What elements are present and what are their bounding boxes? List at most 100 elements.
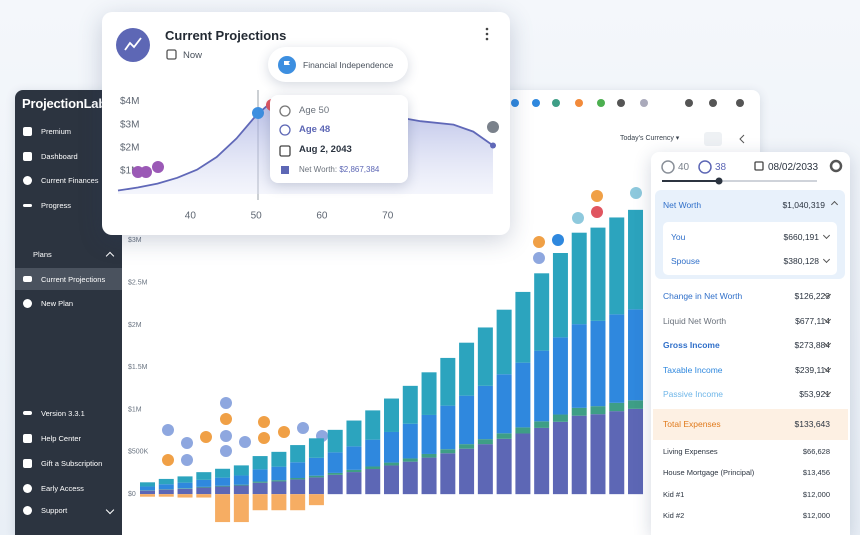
bar-segment <box>196 487 212 495</box>
bar-segment <box>271 481 287 495</box>
net-worth-sub-row: You $660,191 <box>671 230 819 244</box>
bar-segment <box>440 357 456 406</box>
bar-segment <box>571 232 587 325</box>
nav-item[interactable]: Support <box>15 499 122 521</box>
bar-segment <box>158 484 174 490</box>
nav-item[interactable]: Dashboard <box>15 145 122 167</box>
nav-item[interactable]: Current Projections <box>15 268 122 290</box>
label: Liquid Net Worth <box>663 315 727 326</box>
value: $53,921 <box>799 389 830 399</box>
value: $273,884 <box>794 340 830 350</box>
nav-item[interactable]: Version 3.3.1 <box>15 402 122 424</box>
bar-segment <box>290 462 306 478</box>
bar-segment <box>552 421 568 495</box>
nav-item[interactable]: Gift a Subscription <box>15 452 122 474</box>
x-tick-label: 40 <box>185 211 197 222</box>
bar-segment <box>421 453 437 458</box>
bar-segment <box>140 490 155 495</box>
expenses-section[interactable]: Total Expenses $133,643 <box>653 409 848 440</box>
nav-label: Plans <box>33 249 52 259</box>
y-tick-label: $3M <box>128 237 142 244</box>
bar-segment <box>233 485 249 495</box>
milestone-pill[interactable]: Financial Independence <box>268 47 408 82</box>
bar-segment <box>552 337 568 415</box>
bar-segment <box>384 431 400 463</box>
summary-row: Liquid Net Worth $677,114 <box>663 314 830 328</box>
nav-item[interactable]: Progress <box>15 194 122 216</box>
bar-segment <box>177 494 193 498</box>
value: $126,223 <box>794 291 830 301</box>
y-tick-label: $0 <box>128 491 136 498</box>
summary-row: Gross Income $273,884 <box>663 338 830 352</box>
label: Total Expenses <box>663 419 721 429</box>
bar-segment <box>628 209 644 310</box>
net-worth-section[interactable]: Net Worth $1,040,319 You $660,191 Spouse $38… <box>655 190 845 279</box>
bar-segment <box>421 372 437 415</box>
summary-row: Change in Net Worth $126,223 <box>663 289 830 303</box>
milestone-icon <box>140 166 152 178</box>
label: Kid #2 <box>663 511 685 520</box>
toolbar-icons <box>511 99 745 146</box>
value: $239,114 <box>795 364 830 375</box>
bar-segment <box>346 446 362 470</box>
bar-segment <box>552 253 568 338</box>
panel-date[interactable]: 08/02/2033 <box>768 162 819 173</box>
bar-segment <box>196 494 212 498</box>
label: Passive Income <box>663 389 723 399</box>
logo[interactable]: ProjectionLab <box>22 96 107 111</box>
bar-segment <box>384 462 400 466</box>
expense-row: Kid #2 $12,000 <box>663 509 830 523</box>
bar-segment <box>346 469 362 473</box>
bar-segment <box>534 421 550 428</box>
bar-segment <box>346 472 362 495</box>
bar-segment <box>590 414 606 495</box>
bar-segment <box>196 486 212 488</box>
bar-segment <box>534 273 550 351</box>
bar-segment <box>196 472 212 480</box>
value: $66,628 <box>802 446 830 456</box>
net-worth-row: Net Worth $1,040,319 <box>663 198 825 212</box>
bar-segment <box>327 474 343 495</box>
bar-segment <box>140 482 155 487</box>
summary-row: Passive Income $53,921 <box>663 387 830 401</box>
end-dot <box>490 142 496 149</box>
bar-segment <box>421 457 437 495</box>
nav-item[interactable]: Premium <box>15 120 122 142</box>
plans-header[interactable]: Plans <box>15 243 122 265</box>
expense-row: House Mortgage (Principal) $13,456 <box>663 466 830 480</box>
summary-row: Taxable Income $239,114 <box>663 363 830 377</box>
nav-item[interactable]: New Plan <box>15 292 122 314</box>
currency-select[interactable]: Today's Currency ▾ <box>620 135 680 142</box>
bar-segment <box>477 327 493 386</box>
nav-item[interactable]: Current Finances <box>15 169 122 191</box>
bar-segment <box>215 477 231 486</box>
nav-label: Help Center <box>41 433 82 443</box>
y-tick-label: $3M <box>120 119 139 130</box>
tooltip-icons <box>279 105 291 174</box>
nav-item[interactable]: Early Access <box>15 477 122 499</box>
nav-item[interactable]: Help Center <box>15 427 122 449</box>
bar-segment <box>590 227 606 321</box>
bar-segment <box>252 481 268 483</box>
expense-row: Living Expenses $66,628 <box>663 444 830 458</box>
bar-segment <box>327 429 343 453</box>
bar-segment <box>496 309 512 375</box>
bar-segment <box>440 405 456 450</box>
milestone-icon <box>252 107 264 119</box>
flag-icon <box>278 56 296 74</box>
bar-segment <box>177 476 193 483</box>
bar-segment <box>552 414 568 422</box>
bar-segment <box>384 465 400 495</box>
bar-segment <box>308 475 324 478</box>
bar-segment <box>515 362 531 428</box>
bar-segment <box>271 480 287 482</box>
bar-segment <box>233 484 249 486</box>
bar-segment <box>196 479 212 487</box>
bar-segment <box>402 461 418 495</box>
bar-segment <box>534 427 550 495</box>
milestone-icon <box>487 121 499 133</box>
label: Net Worth <box>663 200 702 210</box>
bar-segment <box>140 494 155 497</box>
bar-segment <box>496 374 512 434</box>
